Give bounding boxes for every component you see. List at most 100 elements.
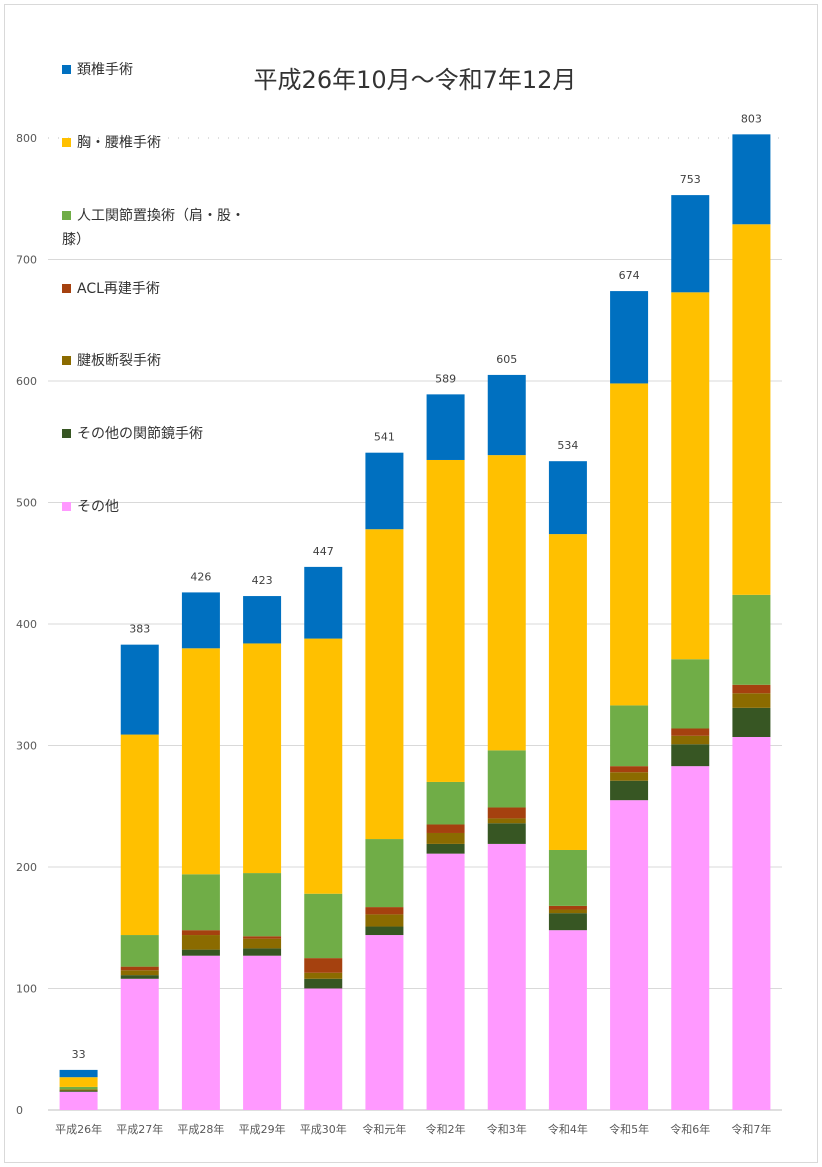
y-tick-label-100: 100 [16, 983, 37, 996]
chart-title: 平成26年10月～令和7年12月 [253, 66, 577, 94]
x-tick-label-0: 平成26年 [55, 1122, 102, 1136]
bar-segment-3-1 [243, 948, 282, 956]
bar-segment-10-1 [671, 744, 710, 767]
bar-segment-8-2 [548, 909, 587, 914]
bar-segment-10-2 [671, 735, 710, 745]
bar-segment-0-6 [59, 1069, 98, 1078]
bar-segment-9-0 [610, 800, 649, 1110]
bar-segment-1-3 [120, 966, 159, 971]
bar-segment-6-0 [426, 853, 465, 1110]
bar-total-label-8: 534 [557, 439, 578, 452]
bar-segment-9-3 [610, 766, 649, 773]
bar-segment-3-4 [243, 873, 282, 937]
bar-segment-2-5 [181, 648, 220, 875]
bar-segment-2-1 [181, 949, 220, 956]
legend-item-joint-replacement: 人工関節置換術（肩・股・ 膝） [62, 204, 277, 252]
x-tick-label-3: 平成29年 [239, 1122, 286, 1136]
legend-swatch-thoracolumbar [62, 138, 71, 147]
bar-segment-6-1 [426, 843, 465, 854]
legend-label-acl: ACL再建手術 [77, 281, 160, 297]
legend-item-other-arthroscopy: その他の関節鏡手術 [62, 422, 277, 446]
bar-segment-1-4 [120, 935, 159, 967]
x-tick-label-6: 令和2年 [426, 1122, 466, 1136]
bar-segment-9-1 [610, 780, 649, 801]
bar-segment-11-6 [732, 134, 771, 225]
bar-segment-6-2 [426, 832, 465, 844]
bar-segment-7-5 [487, 455, 526, 751]
bar-segment-11-5 [732, 224, 771, 595]
x-tick-label-9: 令和5年 [609, 1122, 649, 1136]
bar-segment-3-3 [243, 936, 282, 939]
bar-segment-4-3 [304, 958, 343, 973]
bar-segment-1-6 [120, 644, 159, 735]
legend-swatch-acl [62, 284, 71, 293]
bar-segment-7-2 [487, 818, 526, 824]
bar-segment-2-0 [181, 955, 220, 1110]
bar-segment-1-0 [120, 978, 159, 1110]
bar-segment-5-3 [365, 907, 404, 915]
bar-segment-10-3 [671, 728, 710, 736]
bar-segment-3-2 [243, 938, 282, 949]
bar-segment-2-6 [181, 592, 220, 649]
legend-label-cervical: 頚椎手術 [77, 62, 133, 78]
bar-segment-5-6 [365, 452, 404, 530]
legend-item-other: その他 [62, 495, 277, 519]
legend-label-joint-replacement-line2: 膝） [62, 232, 90, 248]
bar-segment-2-2 [181, 935, 220, 950]
bar-total-label-3: 423 [252, 574, 273, 587]
x-tick-label-7: 令和3年 [487, 1122, 527, 1136]
bar-segment-4-4 [304, 893, 343, 959]
y-tick-label-800: 800 [16, 132, 37, 145]
x-tick-label-8: 令和4年 [548, 1122, 588, 1136]
bar-total-label-9: 674 [619, 269, 640, 282]
bar-segment-10-0 [671, 766, 710, 1110]
x-tick-label-5: 令和元年 [362, 1122, 406, 1136]
bar-segment-6-6 [426, 394, 465, 460]
bar-segment-3-0 [243, 955, 282, 1110]
x-tick-label-10: 令和6年 [670, 1122, 710, 1136]
x-tick-label-11: 令和7年 [731, 1122, 771, 1136]
bar-segment-5-4 [365, 839, 404, 908]
legend-label-other: その他 [77, 499, 119, 515]
legend-item-cervical: 頚椎手術 [62, 58, 277, 82]
legend-label-joint-replacement: 人工関節置換術（肩・股・ [77, 208, 245, 224]
bar-segment-7-4 [487, 750, 526, 808]
bar-segment-11-4 [732, 594, 771, 685]
bar-segment-5-1 [365, 926, 404, 936]
bar-segment-8-4 [548, 849, 587, 906]
bar-segment-7-0 [487, 843, 526, 1110]
bar-total-label-10: 753 [680, 173, 701, 186]
legend-swatch-rotator-cuff [62, 356, 71, 365]
bar-segment-11-0 [732, 736, 771, 1110]
bar-segment-10-4 [671, 659, 710, 729]
bar-total-label-6: 589 [435, 372, 456, 385]
bar-segment-8-6 [548, 461, 587, 535]
bar-segment-0-1 [59, 1090, 98, 1092]
bar-segment-8-0 [548, 930, 587, 1110]
bar-total-label-0: 33 [72, 1048, 86, 1061]
bar-segment-11-3 [732, 684, 771, 694]
bar-segment-6-5 [426, 459, 465, 782]
bar-segment-4-5 [304, 638, 343, 894]
bar-segment-11-1 [732, 707, 771, 737]
bar-segment-1-2 [120, 970, 159, 976]
x-tick-label-1: 平成27年 [116, 1122, 163, 1136]
legend-swatch-joint-replacement [62, 211, 71, 220]
y-tick-label-0: 0 [16, 1104, 23, 1117]
bar-segment-5-2 [365, 914, 404, 927]
legend-item-thoracolumbar: 胸・腰椎手術 [62, 131, 277, 155]
bar-segment-9-2 [610, 772, 649, 781]
legend-swatch-other-arthroscopy [62, 429, 71, 438]
bar-total-label-2: 426 [190, 570, 211, 583]
y-tick-label-400: 400 [16, 618, 37, 631]
y-tick-label-700: 700 [16, 254, 37, 267]
bar-total-label-5: 541 [374, 431, 395, 444]
bar-segment-7-6 [487, 374, 526, 456]
chart-border [4, 4, 818, 1163]
bar-segment-1-5 [120, 734, 159, 936]
bar-segment-4-1 [304, 978, 343, 989]
bar-total-label-11: 803 [741, 112, 762, 125]
bar-segment-4-2 [304, 972, 343, 979]
bar-segment-7-1 [487, 823, 526, 844]
